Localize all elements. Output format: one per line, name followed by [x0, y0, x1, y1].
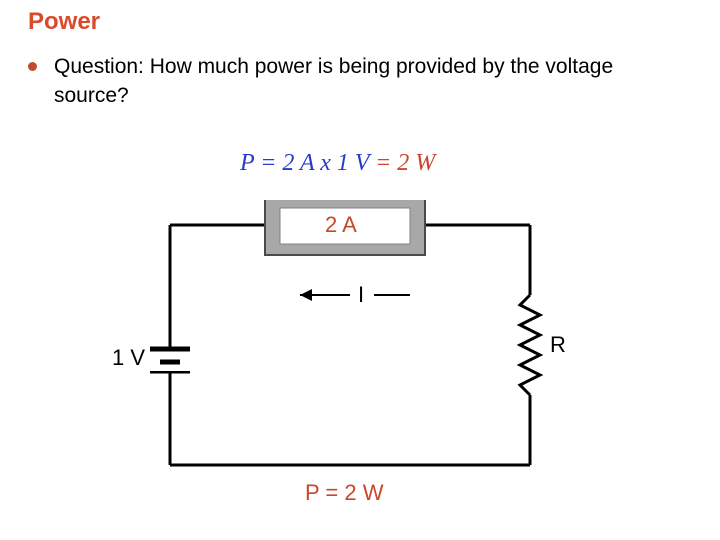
circuit-diagram: 2 A I 1 V R P = 2 W [150, 200, 570, 500]
question-text: Question: How much power is being provid… [54, 52, 614, 111]
equation-lhs: P = 2 A x 1 V [240, 150, 369, 176]
bullet-icon [28, 62, 37, 71]
resistor-label: R [550, 332, 566, 358]
circuit-svg [150, 200, 570, 500]
power-result-label: P = 2 W [305, 480, 383, 506]
current-label: I [358, 282, 364, 308]
page-title: Power [28, 8, 100, 36]
equation-top: P = 2 A x 1 V = 2 W [240, 150, 435, 177]
equation-rhs: = 2 W [369, 150, 435, 176]
voltage-label: 1 V [112, 345, 145, 371]
ammeter-label: 2 A [325, 212, 357, 238]
